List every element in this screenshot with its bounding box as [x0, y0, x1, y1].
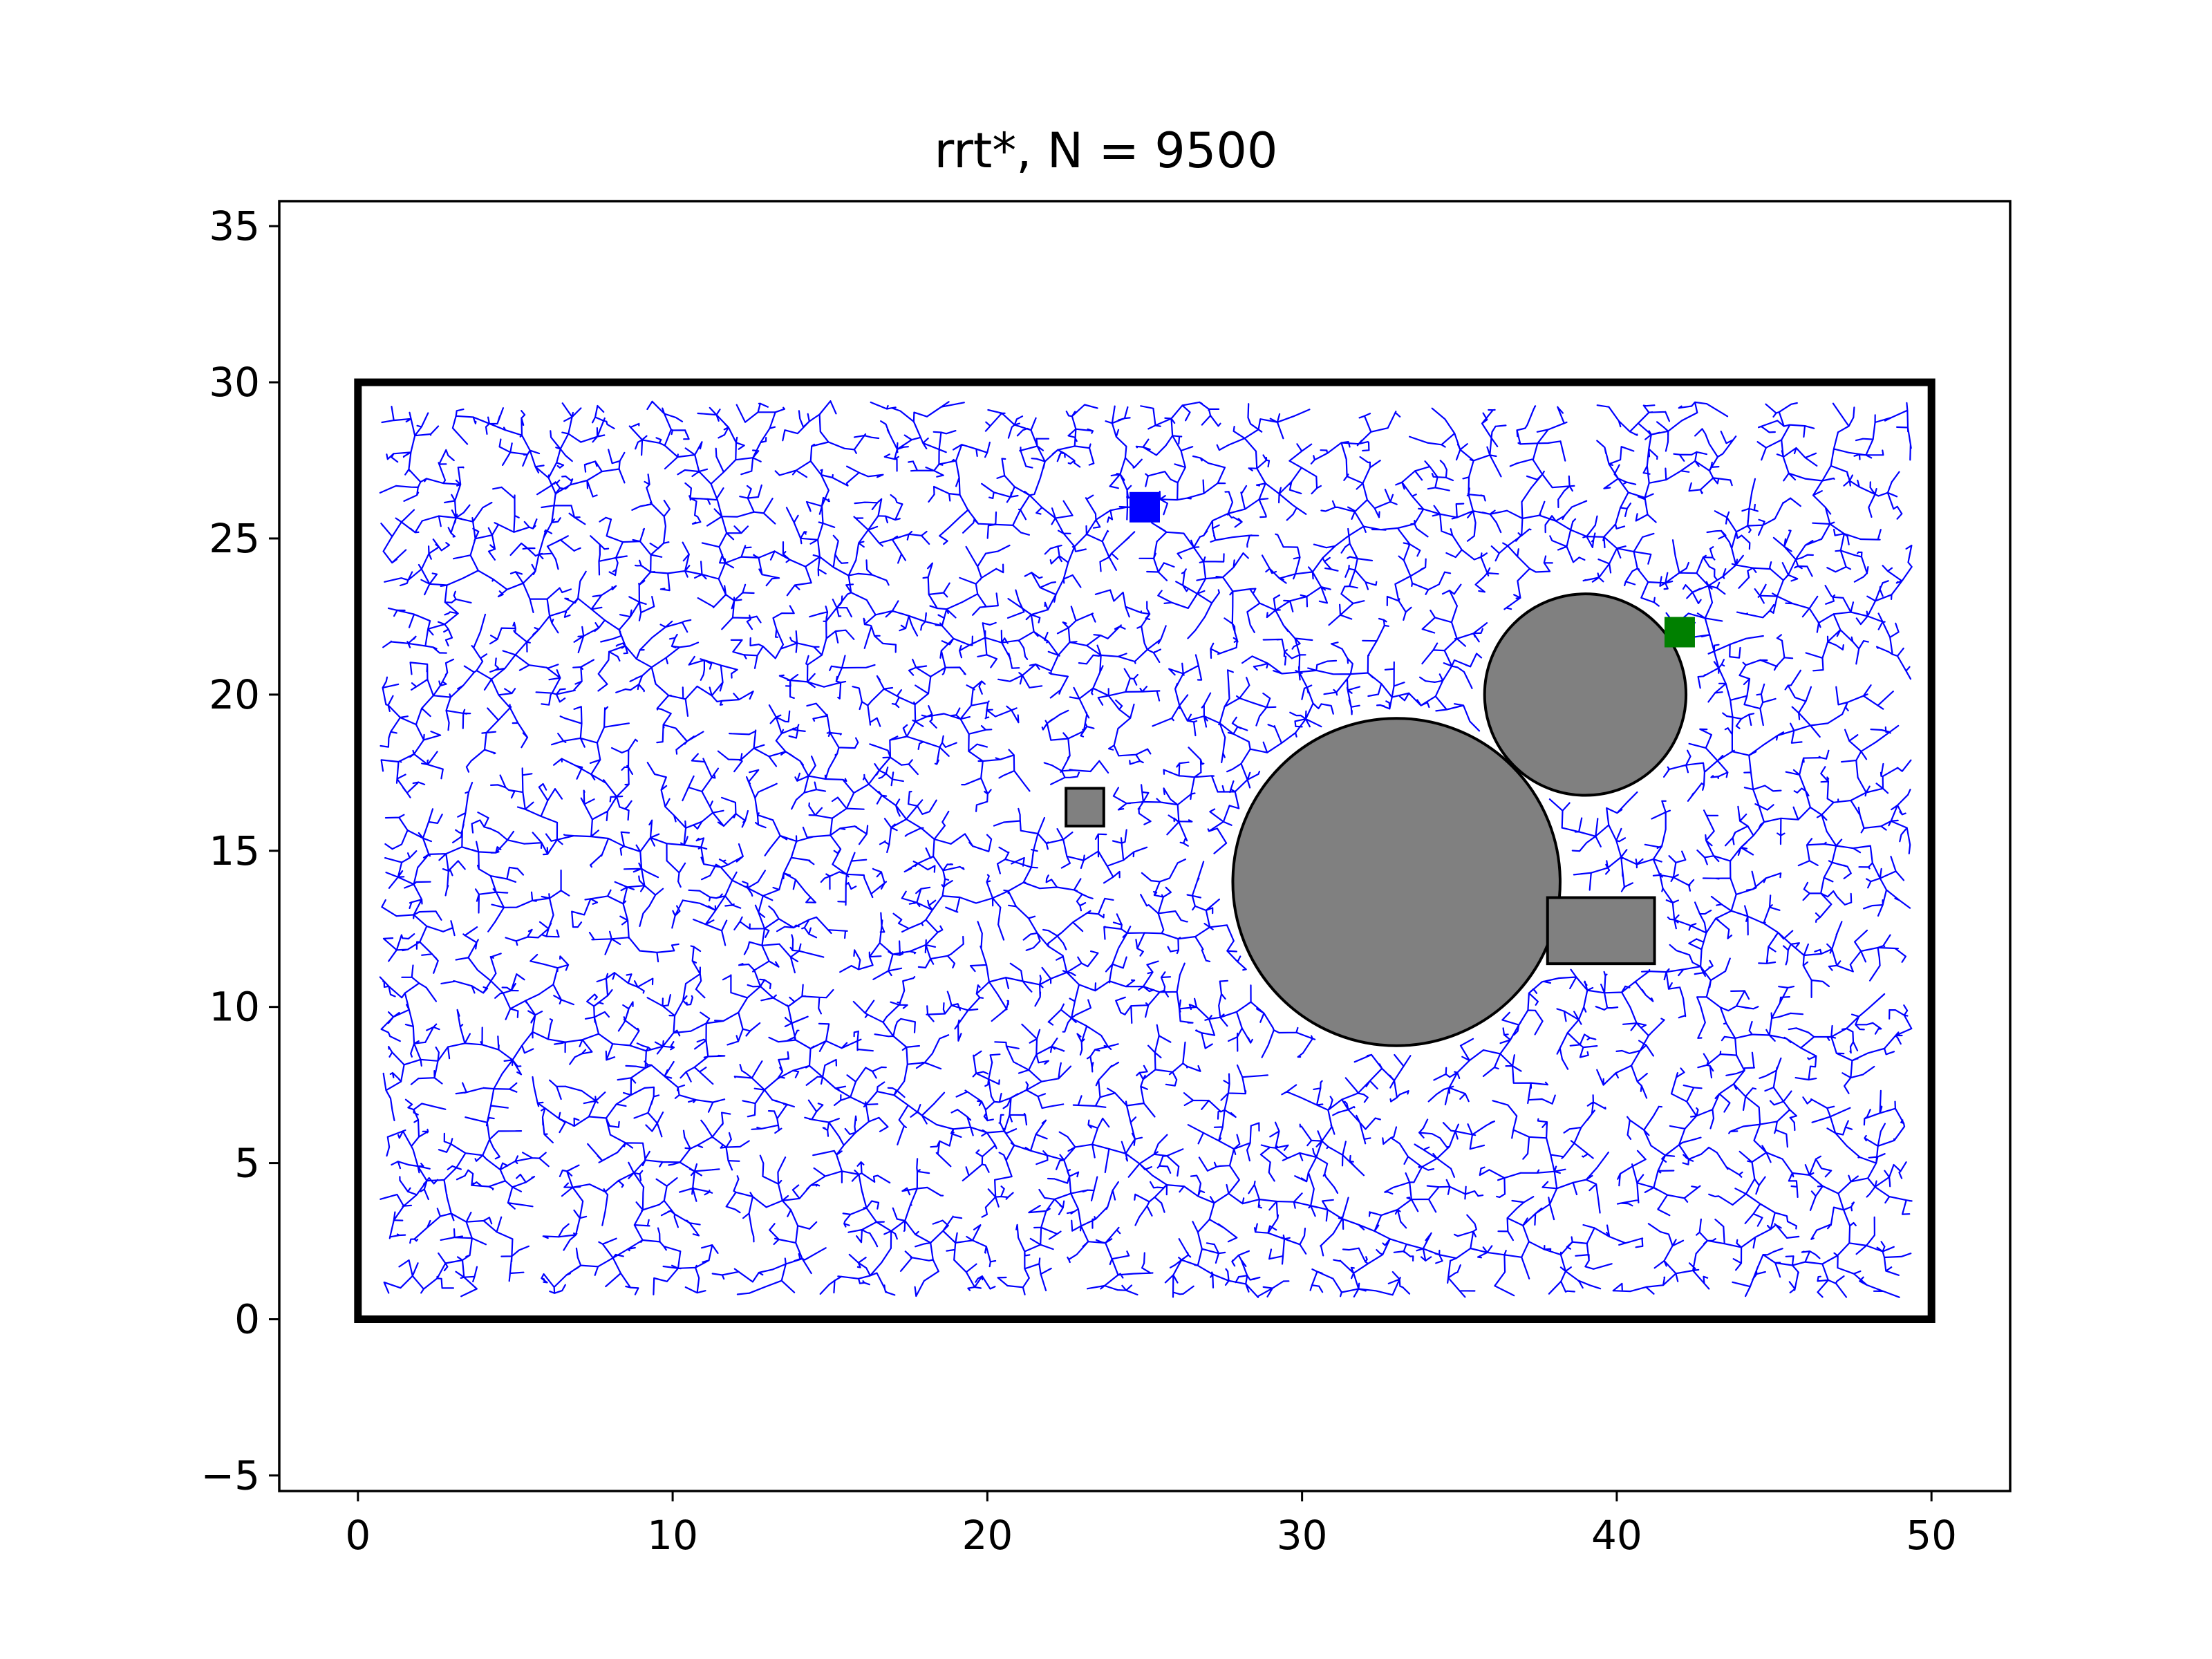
y-tick-label-10: 10: [209, 984, 260, 1031]
y-tick-label-15: 15: [209, 827, 260, 874]
x-tick-label-0: 0: [345, 1512, 371, 1559]
x-tick-label-20: 20: [962, 1512, 1013, 1559]
y-tick-label-5: 5: [234, 1140, 260, 1187]
axes-frame: [278, 200, 2012, 1492]
axes: 0 10 20 30 40 50 −5 0 5 10 15 20 25 30 35: [201, 200, 2012, 1559]
y-tick-label-20: 20: [209, 671, 260, 718]
x-tick-label-40: 40: [1591, 1512, 1642, 1559]
rrt-tree-edges: [379, 400, 1913, 1298]
obstacle-circle-2: [1483, 592, 1688, 797]
goal-marker: [1664, 617, 1695, 648]
obstacle-circle-1: [1231, 717, 1562, 1047]
y-tick-label-35: 35: [209, 203, 260, 250]
obstacle-rect-3: [1065, 787, 1105, 828]
plot-area: [354, 378, 1936, 1324]
x-tick-label-30: 30: [1277, 1512, 1328, 1559]
obstacle-rect-4: [1546, 896, 1656, 966]
y-tick-label-30: 30: [209, 359, 260, 406]
start-marker: [1130, 491, 1160, 523]
y-tick-label-25: 25: [209, 515, 260, 562]
y-tick-label-0: 0: [234, 1296, 260, 1343]
chart-title: rrt*, N = 9500: [935, 122, 1278, 179]
environment-boundary: [354, 378, 1936, 1324]
x-tick-label-10: 10: [647, 1512, 698, 1559]
x-tick-label-50: 50: [1906, 1512, 1957, 1559]
y-tick-label--5: −5: [201, 1452, 261, 1499]
